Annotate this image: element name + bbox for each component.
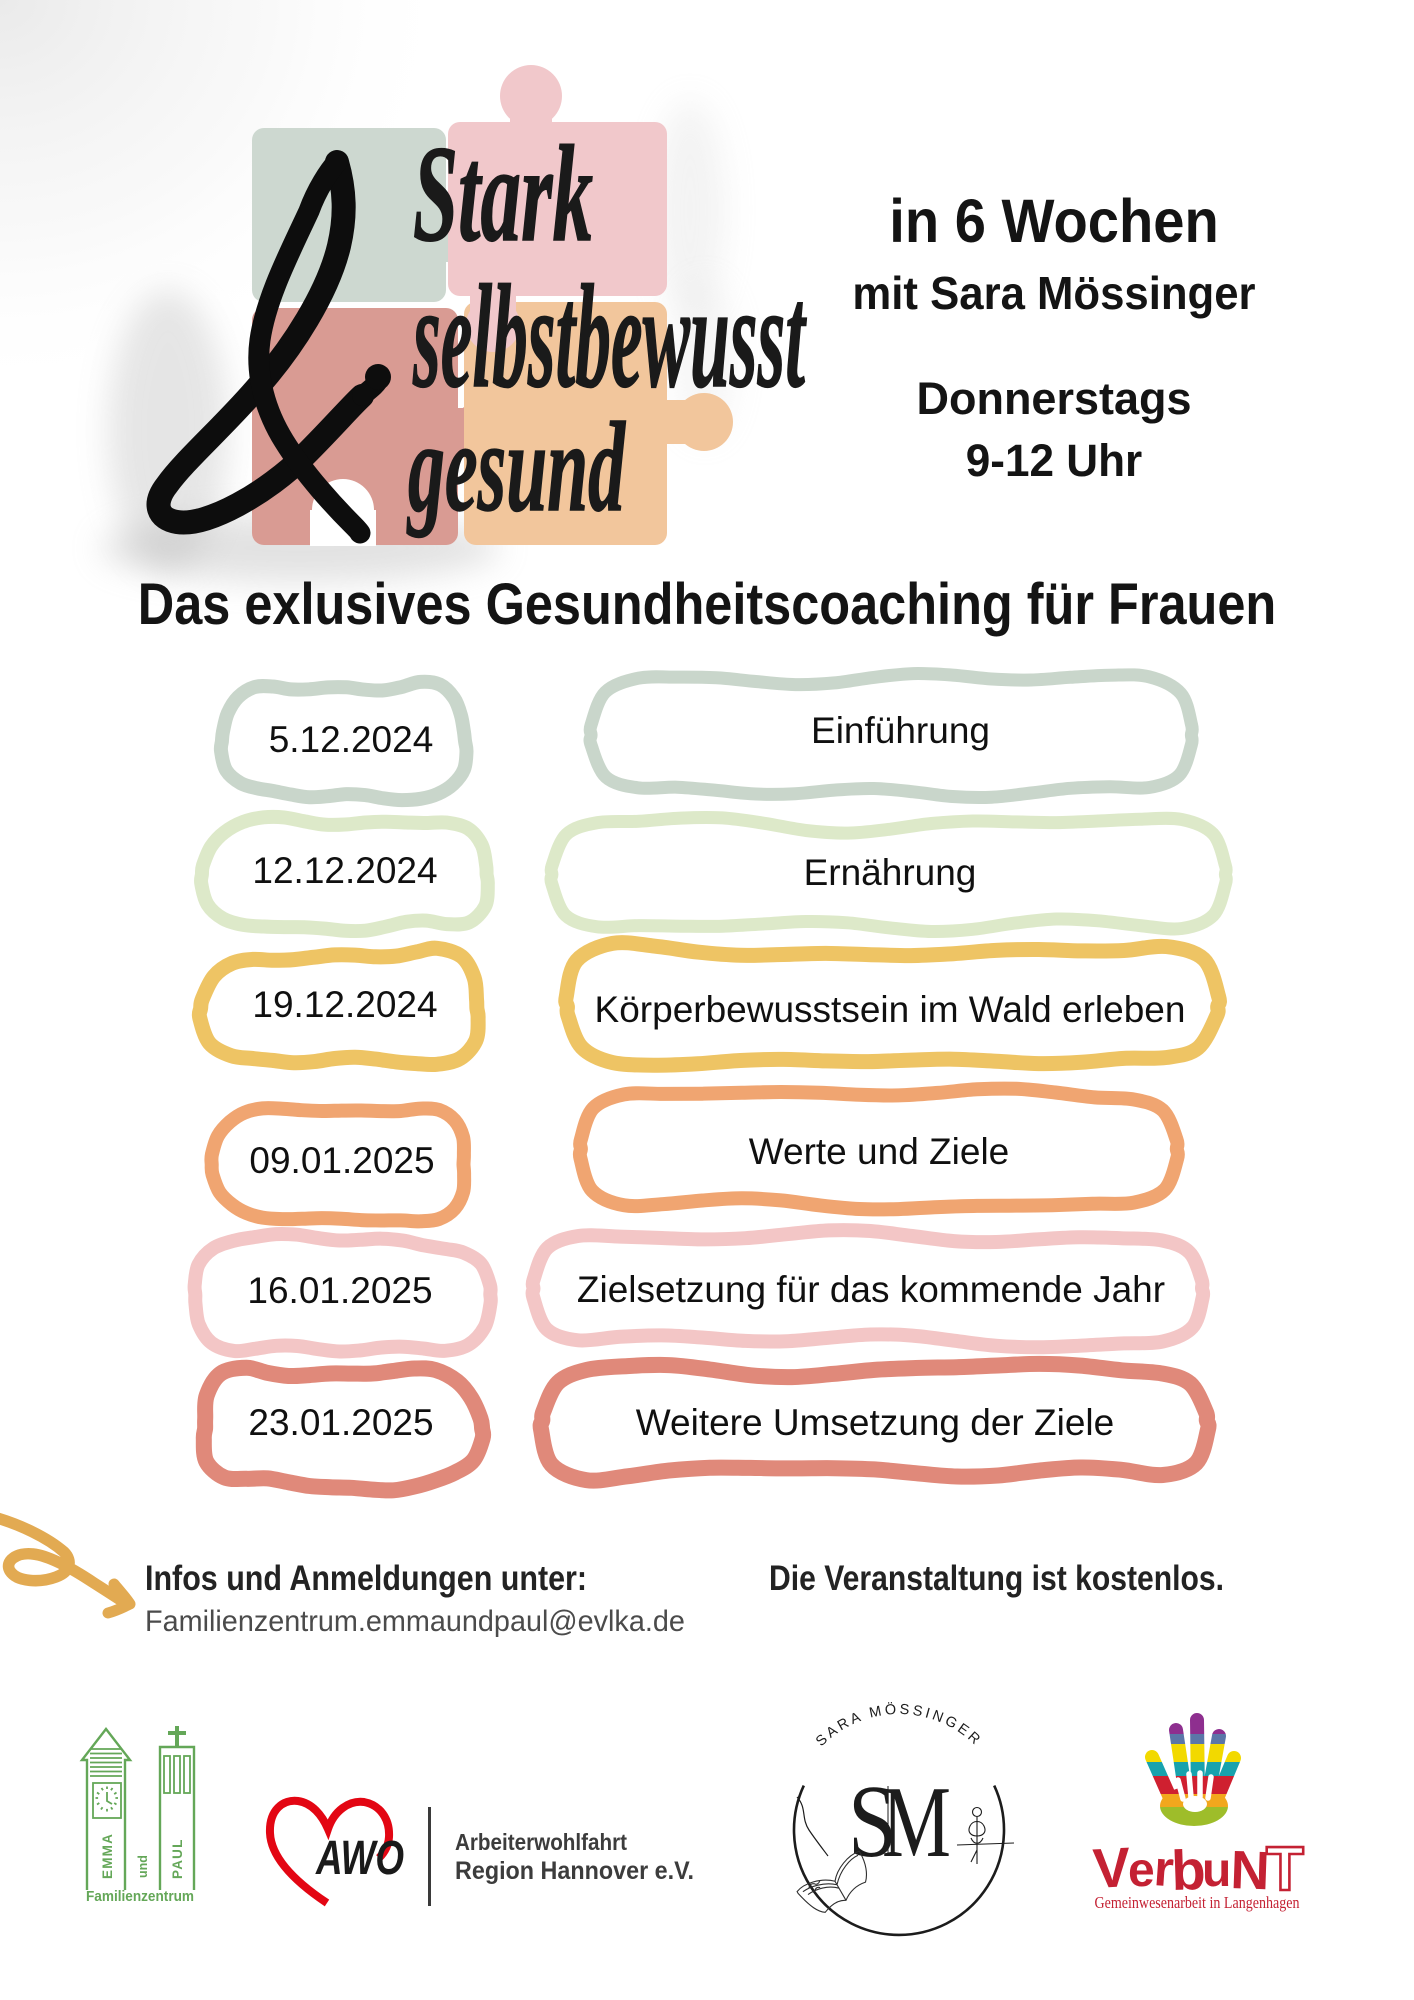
svg-text:N: N <box>1230 1840 1271 1901</box>
svg-text:PAUL: PAUL <box>170 1838 185 1879</box>
svg-text:u: u <box>1202 1844 1231 1897</box>
svg-text:AWO: AWO <box>315 1832 404 1885</box>
svg-text:und: und <box>136 1855 150 1878</box>
svg-text:gesund: gesund <box>406 396 626 538</box>
svg-text:M: M <box>882 1765 951 1879</box>
svg-text:SARA MÖSSINGER: SARA MÖSSINGER <box>813 1700 985 1750</box>
svg-text:Stark: Stark <box>413 117 593 270</box>
svg-text:r: r <box>1152 1840 1175 1897</box>
svg-text:Familienzentrum: Familienzentrum <box>86 1888 194 1905</box>
svg-text:selbstbewusst: selbstbewusst <box>413 255 807 419</box>
svg-text:Region Hannover e.V.: Region Hannover e.V. <box>455 1857 694 1885</box>
svg-text:Arbeiterwohlfahrt: Arbeiterwohlfahrt <box>455 1829 627 1855</box>
svg-text:e: e <box>1128 1844 1155 1897</box>
svg-text:V: V <box>1091 1835 1132 1900</box>
svg-text:S: S <box>848 1763 897 1878</box>
svg-text:Gemeinwesenarbeit in Langenhag: Gemeinwesenarbeit in Langenhagen <box>1095 1893 1300 1912</box>
svg-text:T: T <box>1266 1835 1304 1904</box>
svg-text:b: b <box>1170 1838 1206 1902</box>
svg-text:EMMA: EMMA <box>100 1833 115 1879</box>
